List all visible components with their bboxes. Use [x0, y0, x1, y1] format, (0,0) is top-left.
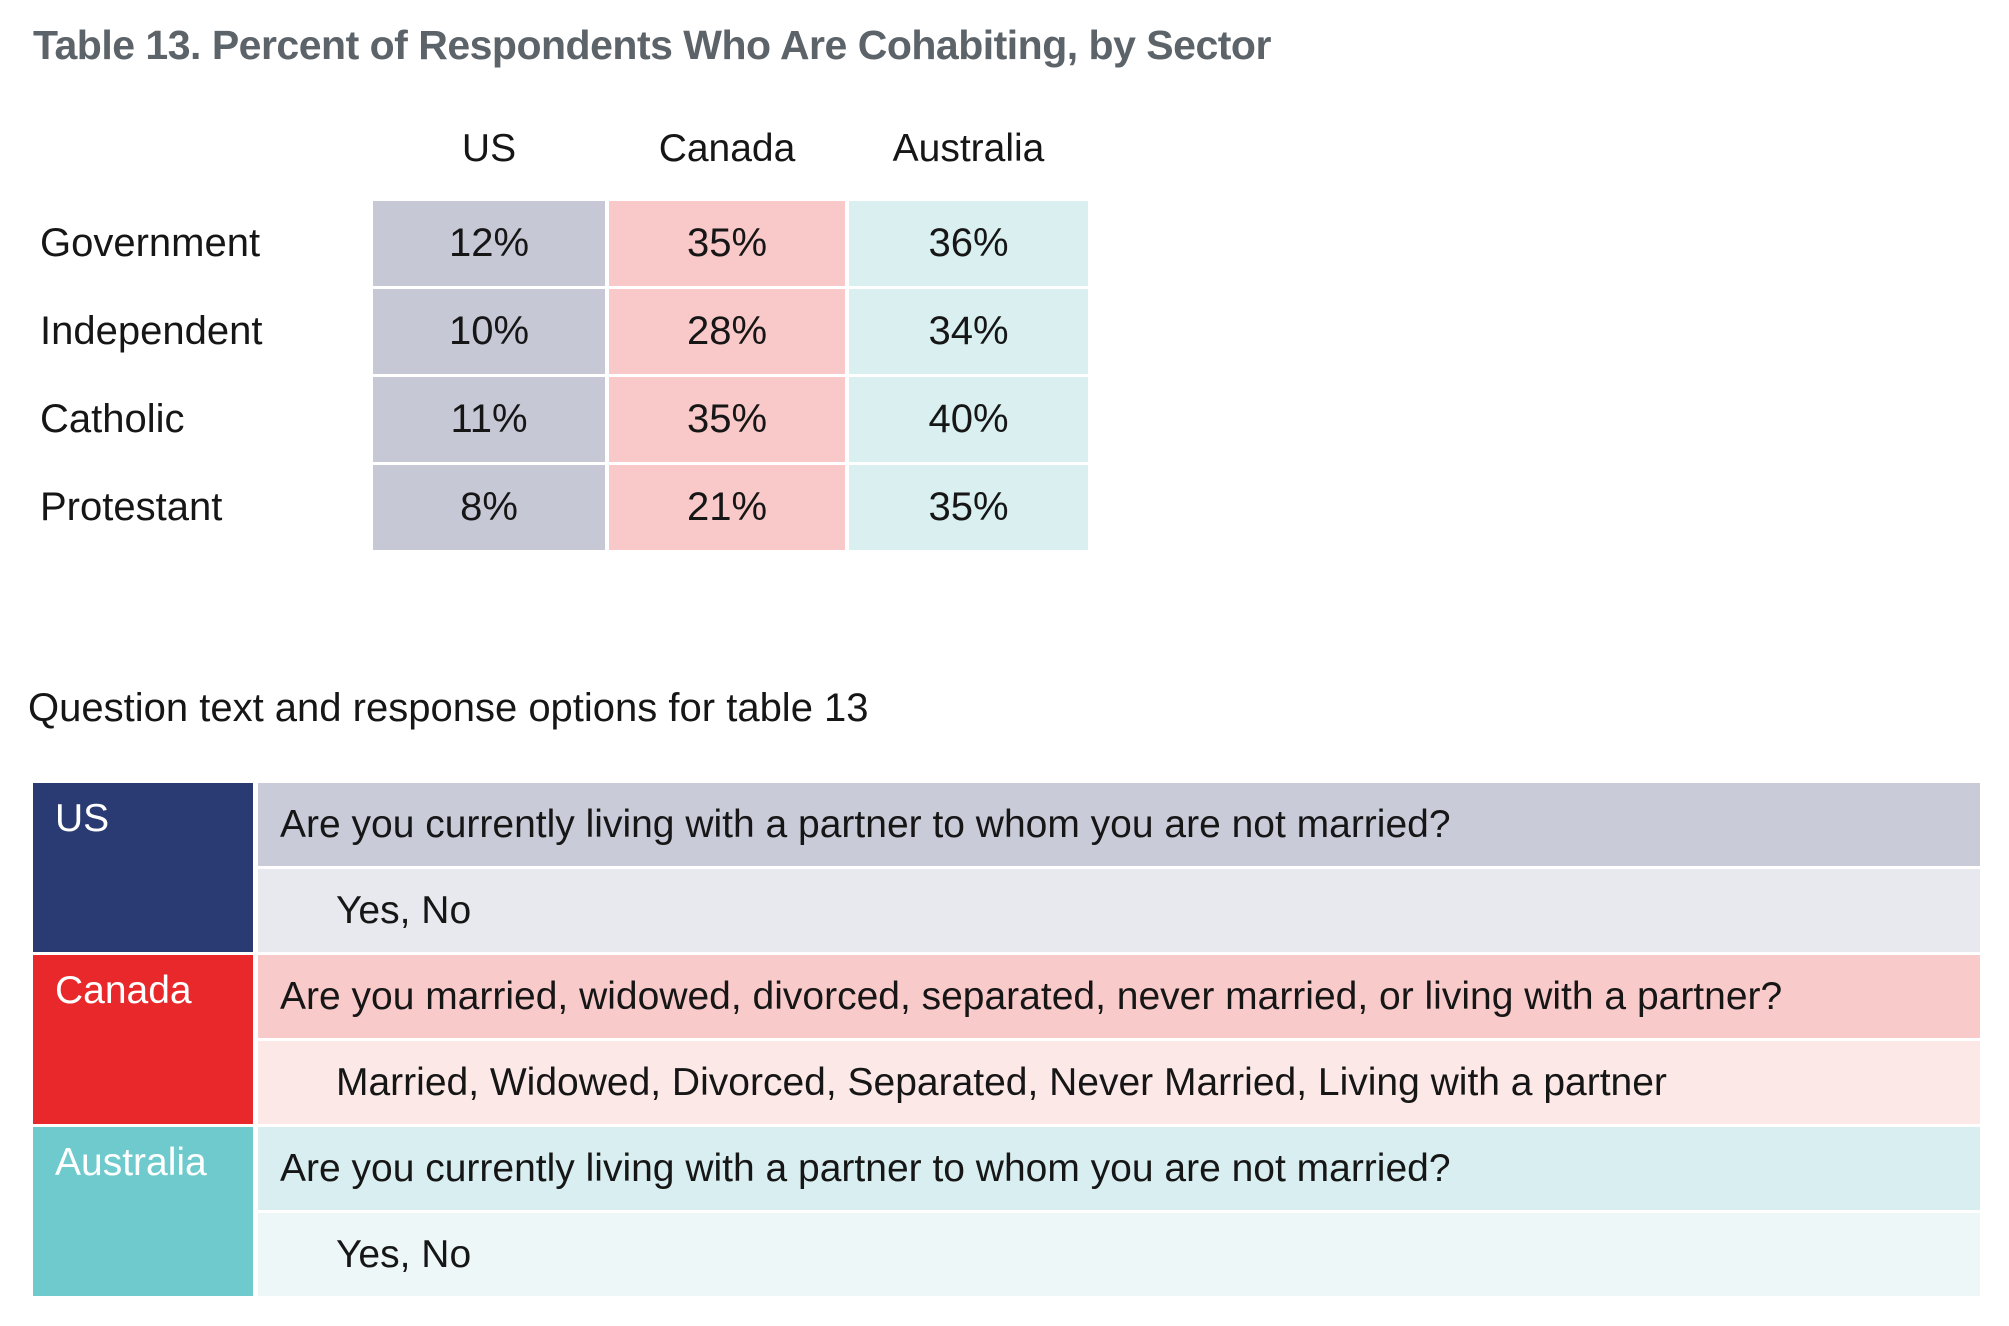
cohabiting-percent-table: US Canada Australia Government 12% 35% 3… [40, 100, 1088, 550]
question-response-table: US Are you currently living with a partn… [33, 783, 1980, 1296]
row-label-catholic: Catholic [40, 397, 185, 441]
cell-government-canada: 35% [609, 201, 845, 286]
question-text-canada: Are you married, widowed, divorced, sepa… [258, 955, 1980, 1038]
country-header-us: US [33, 783, 253, 952]
table-corner-spacer [40, 100, 369, 198]
column-header-us: US [461, 127, 517, 170]
cell-catholic-us: 11% [373, 377, 605, 462]
cell-government-australia: 36% [849, 201, 1088, 286]
country-header-australia: Australia [33, 1127, 253, 1296]
row-label-protestant: Protestant [40, 485, 223, 529]
cell-protestant-canada: 21% [609, 465, 845, 550]
response-options-australia: Yes, No [258, 1213, 1980, 1296]
cell-independent-australia: 34% [849, 289, 1088, 374]
cell-catholic-canada: 35% [609, 377, 845, 462]
row-label-government: Government [40, 221, 261, 265]
country-header-canada: Canada [33, 955, 253, 1124]
question-text-australia: Are you currently living with a partner … [258, 1127, 1980, 1210]
cell-protestant-us: 8% [373, 465, 605, 550]
response-options-canada: Married, Widowed, Divorced, Separated, N… [258, 1041, 1980, 1124]
page-title: Table 13. Percent of Respondents Who Are… [33, 22, 1271, 68]
column-header-canada: Canada [658, 127, 796, 170]
cell-government-us: 12% [373, 201, 605, 286]
column-header-australia: Australia [892, 127, 1045, 170]
question-text-us: Are you currently living with a partner … [258, 783, 1980, 866]
cell-independent-us: 10% [373, 289, 605, 374]
cell-catholic-australia: 40% [849, 377, 1088, 462]
section-heading: Question text and response options for t… [28, 686, 869, 730]
cell-independent-canada: 28% [609, 289, 845, 374]
response-options-us: Yes, No [258, 869, 1980, 952]
row-label-independent: Independent [40, 309, 263, 353]
cell-protestant-australia: 35% [849, 465, 1088, 550]
